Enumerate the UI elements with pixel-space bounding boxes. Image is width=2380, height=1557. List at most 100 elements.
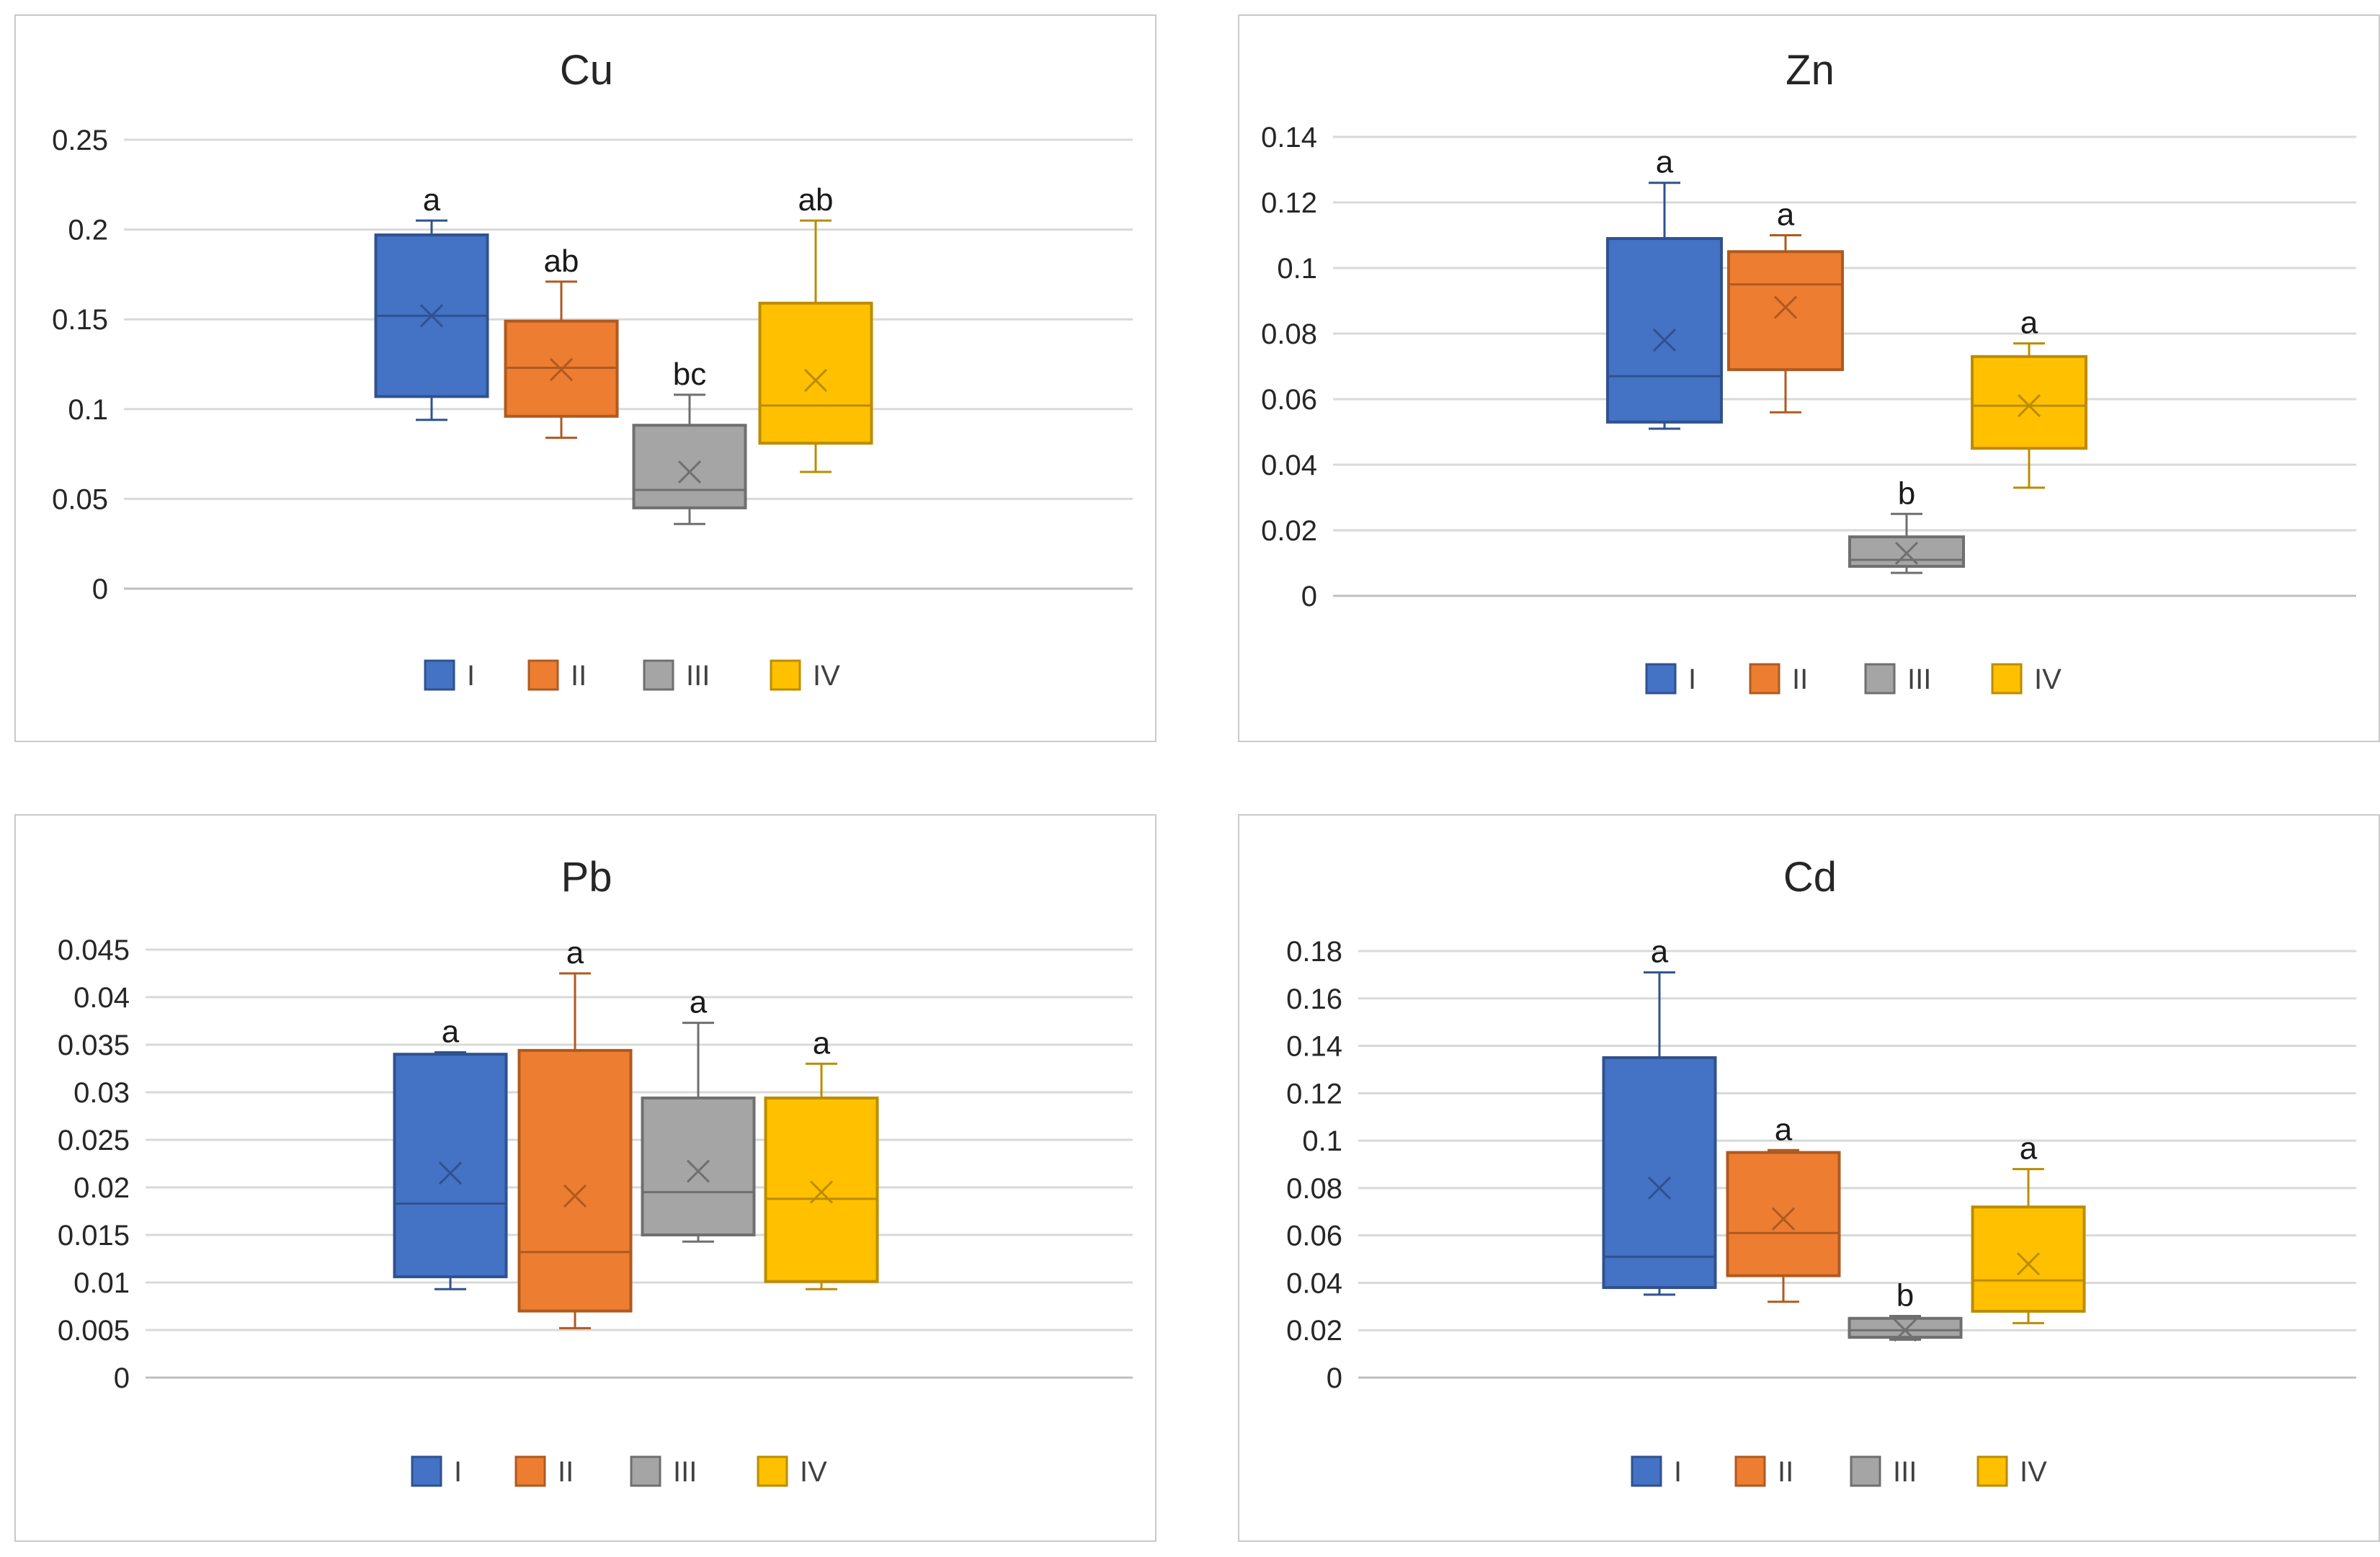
significance-label: bc (673, 357, 706, 392)
mean-marker (419, 304, 444, 328)
legend-swatch-iv (770, 659, 801, 691)
y-tick-label: 0.08 (1261, 318, 1317, 350)
mean-marker (1773, 295, 1798, 319)
y-tick-label: 0.02 (73, 1172, 130, 1204)
significance-label: a (423, 182, 441, 218)
y-tick-label: 0.04 (73, 982, 130, 1014)
legend-swatch-iii (630, 1455, 661, 1487)
mean-marker (438, 1161, 463, 1185)
mean-marker (1893, 1319, 1917, 1342)
chart-panel-cd: Cd 0 0.02 0.04 0.06 0.08 0.1 0.12 0.14 0.16 0.18 a a… (1238, 814, 2380, 1542)
chart-title: Cu (560, 47, 613, 94)
box-group-iv: a (1971, 305, 2087, 489)
y-tick-label: 0.12 (1261, 187, 1317, 219)
y-tick-label: 0.1 (1302, 1125, 1342, 1157)
mean-marker (1652, 329, 1677, 352)
y-tick-label: 0.1 (1277, 253, 1317, 285)
legend-swatch-i (411, 1455, 442, 1487)
significance-label: ab (544, 244, 579, 279)
y-tick-label: 0 (92, 574, 108, 605)
box-iqr (758, 301, 873, 445)
y-tick-label: 0.005 (58, 1315, 130, 1347)
significance-label: a (566, 935, 584, 971)
box-group-iv: ab (758, 182, 873, 473)
box-group-iv: a (764, 1025, 879, 1290)
mean-marker (1771, 1207, 1796, 1231)
y-tick-label: 0.045 (58, 934, 130, 966)
legend-label-ii: II (571, 660, 587, 692)
significance-label: a (2020, 1131, 2038, 1166)
y-tick-label: 0.06 (1286, 1221, 1342, 1252)
y-tick-label: 0.02 (1261, 515, 1317, 547)
y-tick-label: 0.18 (1286, 936, 1342, 968)
box-group-i: a (374, 182, 489, 421)
box-iqr (1848, 535, 1965, 568)
legend-label-i: I (1674, 1456, 1682, 1488)
box-group-ii: ab (504, 244, 619, 440)
y-tick-label: 0.05 (52, 483, 108, 515)
legend-label-iv: IV (813, 660, 840, 692)
box-iqr (764, 1096, 879, 1283)
box-group-i: a (1602, 934, 1717, 1296)
legend-label-iii: III (673, 1456, 697, 1488)
y-tick-label: 0.16 (1286, 983, 1342, 1015)
y-tick-label: 0.035 (58, 1030, 130, 1061)
box-iqr (393, 1053, 508, 1279)
box-iqr (1602, 1056, 1717, 1290)
legend-swatch-i (1645, 663, 1677, 695)
y-tick-label: 0.15 (52, 304, 108, 336)
legend-swatch-iv (1976, 1455, 2008, 1487)
y-tick-label: 0 (1301, 581, 1317, 612)
box-iqr (1727, 250, 1844, 372)
significance-label: a (442, 1014, 460, 1050)
legend-label-ii: II (558, 1456, 574, 1488)
significance-label: a (1656, 145, 1674, 180)
legend-label-ii: II (1778, 1456, 1793, 1488)
mean-marker (1647, 1176, 1672, 1200)
significance-label: a (813, 1025, 831, 1061)
legend-swatch-i (1631, 1455, 1662, 1487)
box-iqr (1971, 354, 2087, 450)
legend-swatch-iii (1850, 1455, 1881, 1487)
legend-label-iii: III (1893, 1456, 1917, 1488)
legend-swatch-iii (1864, 663, 1896, 695)
y-tick-label: 0.14 (1261, 122, 1317, 153)
y-tick-label: 0.01 (73, 1267, 130, 1299)
legend-swatch-ii (1734, 1455, 1766, 1487)
box-iqr (641, 1096, 756, 1237)
box-group-iii: bc (632, 357, 747, 525)
chart-title: Zn (1786, 47, 1835, 94)
box-group-iv: a (1971, 1131, 2086, 1324)
box-iqr (517, 1048, 633, 1313)
legend-label-ii: II (1792, 664, 1808, 695)
y-tick-label: 0.06 (1261, 384, 1317, 416)
significance-label: b (1897, 1277, 1914, 1313)
legend-swatch-ii (514, 1455, 546, 1487)
mean-marker (803, 368, 828, 392)
significance-label: a (1775, 1112, 1793, 1147)
y-tick-label: 0.1 (68, 394, 108, 426)
box-group-iii: b (1848, 476, 1965, 574)
box-iqr (1726, 1151, 1841, 1277)
box-group-ii: a (1726, 1112, 1841, 1303)
legend-swatch-ii (1749, 663, 1780, 695)
mean-marker (677, 460, 702, 484)
significance-label: a (690, 985, 708, 1020)
legend-swatch-iv (757, 1455, 788, 1487)
box-iqr (1971, 1205, 2086, 1313)
mean-marker (2016, 1252, 2041, 1276)
chart-title: Cd (1783, 854, 1837, 901)
significance-label: b (1898, 476, 1915, 511)
legend-swatch-iv (1991, 663, 2023, 695)
mean-marker (686, 1159, 710, 1183)
y-tick-label: 0.25 (52, 125, 108, 156)
legend-swatch-i (424, 659, 455, 691)
chart-panel-zn: Zn 0 0.02 0.04 0.06 0.08 0.1 0.12 0.14 a a b a I II III… (1238, 14, 2380, 742)
significance-label: a (2020, 305, 2038, 341)
legend-label-iv: IV (2034, 664, 2062, 695)
box-group-iii: a (641, 985, 756, 1243)
mean-marker (809, 1180, 834, 1204)
legend-swatch-ii (527, 659, 559, 691)
legend-swatch-iii (643, 659, 674, 691)
y-tick-label: 0.03 (73, 1077, 130, 1109)
